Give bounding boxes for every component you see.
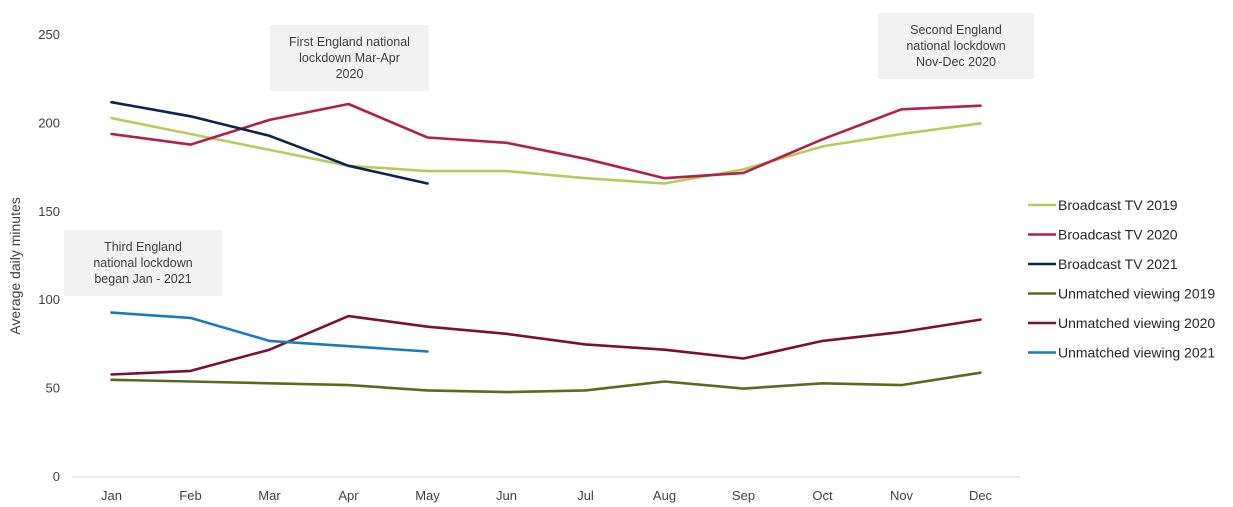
- legend-label: Broadcast TV 2021: [1058, 256, 1178, 272]
- annotation-text-line: Third England: [104, 240, 182, 254]
- annotation-first-lockdown: First England national lockdown Mar-Apr 20…: [270, 25, 429, 91]
- y-tick-label: 0: [53, 469, 60, 484]
- legend-item-unmatched-viewing-2021: Unmatched viewing 2021: [1028, 345, 1215, 361]
- x-tick-label: Oct: [812, 488, 833, 503]
- annotation-text-line: lockdown Mar-Apr: [299, 51, 400, 65]
- legend-item-broadcast-tv-2021: Broadcast TV 2021: [1028, 256, 1178, 272]
- legend-label: Broadcast TV 2020: [1058, 227, 1178, 243]
- y-tick-label: 200: [38, 115, 60, 130]
- legend-item-broadcast-tv-2020: Broadcast TV 2020: [1028, 227, 1178, 243]
- x-axis: Jan Feb Mar Apr May Jun Jul Aug Sep Oct Nov Dec: [101, 488, 993, 503]
- y-tick-label: 150: [38, 204, 60, 219]
- y-tick-label: 50: [46, 381, 60, 396]
- y-tick-label: 100: [38, 292, 60, 307]
- legend-item-broadcast-tv-2019: Broadcast TV 2019: [1028, 197, 1178, 213]
- annotation-box: [64, 230, 222, 296]
- x-tick-label: Mar: [258, 488, 281, 503]
- series-line-broadcast-tv-2020: [110, 102, 982, 180]
- legend-label: Unmatched viewing 2020: [1058, 315, 1215, 331]
- series-line-broadcast-tv-2021: [110, 100, 429, 185]
- annotation-text-line: national lockdown: [906, 39, 1005, 53]
- legend-item-unmatched-viewing-2020: Unmatched viewing 2020: [1028, 315, 1215, 331]
- series-line-unmatched-viewing-2019: [110, 371, 982, 394]
- annotation-text-line: national lockdown: [93, 256, 192, 270]
- series-lines: [110, 100, 982, 394]
- x-tick-label: Jun: [496, 488, 517, 503]
- annotation-third-lockdown: Third England national lockdown began Jan …: [64, 230, 222, 296]
- annotation-second-lockdown: Second England national lockdown Nov-Dec 2…: [878, 13, 1034, 79]
- annotation-box: [270, 25, 429, 91]
- legend-label: Unmatched viewing 2019: [1058, 286, 1215, 302]
- x-tick-label: Jan: [101, 488, 122, 503]
- annotation-box: [878, 13, 1034, 79]
- x-tick-label: Nov: [890, 488, 914, 503]
- x-tick-label: Feb: [179, 488, 201, 503]
- x-tick-label: Dec: [969, 488, 993, 503]
- y-axis: 0 50 100 150 200 250: [38, 27, 60, 484]
- series-line-broadcast-tv-2019: [110, 116, 982, 185]
- y-axis-title: Average daily minutes: [7, 197, 23, 334]
- x-tick-label: Aug: [653, 488, 676, 503]
- series-line-unmatched-viewing-2021: [110, 311, 429, 353]
- x-tick-label: Apr: [338, 488, 359, 503]
- x-tick-label: Jul: [577, 488, 594, 503]
- annotation-text-line: 2020: [336, 67, 364, 81]
- legend-label: Broadcast TV 2019: [1058, 197, 1178, 213]
- annotations: First England national lockdown Mar-Apr 20…: [64, 13, 1034, 296]
- annotation-text-line: Second England: [910, 23, 1002, 37]
- annotation-text-line: began Jan - 2021: [94, 272, 191, 286]
- y-tick-label: 250: [38, 27, 60, 42]
- legend-item-unmatched-viewing-2019: Unmatched viewing 2019: [1028, 286, 1215, 302]
- x-tick-label: Sep: [732, 488, 755, 503]
- annotation-text-line: First England national: [289, 35, 410, 49]
- legend-label: Unmatched viewing 2021: [1058, 345, 1215, 361]
- series-line-unmatched-viewing-2020: [110, 314, 982, 376]
- legend: Broadcast TV 2019 Broadcast TV 2020 Broadc…: [1028, 197, 1215, 361]
- x-tick-label: May: [415, 488, 440, 503]
- annotation-text-line: Nov-Dec 2020: [916, 55, 996, 69]
